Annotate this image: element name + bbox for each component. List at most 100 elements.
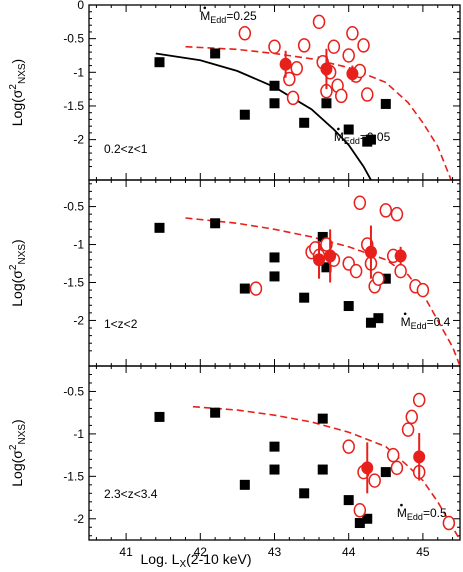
panel-3: -0.5 -1 -1.5 -2 2.3<z<3.4 MEdd=0.5 Log(σ2NXS): [8, 365, 461, 541]
open-circle-point: [238, 26, 252, 41]
square-point: [343, 124, 354, 135]
square-point: [239, 479, 250, 490]
open-circle-point: [372, 271, 385, 286]
open-circle-point: [379, 203, 393, 218]
mdot-annotation: MEdd=0.25: [200, 9, 257, 25]
y-tick-label: -1: [73, 238, 84, 252]
square-point: [299, 488, 310, 499]
open-circle-point: [349, 263, 363, 279]
y-tick-label: -0.5: [63, 200, 84, 214]
x-tick-label: 41: [119, 545, 133, 559]
open-circle-point: [442, 515, 456, 531]
square-point: [365, 134, 376, 145]
y-tick-label: -2: [73, 313, 84, 327]
mdot-annotation: MEdd=0.05: [334, 130, 391, 146]
square-point: [269, 252, 280, 263]
square-point: [239, 283, 250, 294]
model-curve-dashed: [185, 217, 460, 366]
open-circle-point: [297, 38, 311, 53]
square-point: [269, 271, 280, 282]
square-point: [154, 411, 165, 422]
square-point: [210, 48, 221, 59]
open-circle-point: [361, 87, 374, 102]
x-tick-label: 45: [416, 545, 430, 559]
square-point: [380, 467, 391, 478]
open-circle-point: [312, 14, 326, 30]
mdot-annotation: MEdd=0.4: [401, 315, 451, 331]
square-point: [373, 313, 384, 324]
open-circle-point: [412, 392, 426, 408]
square-point: [154, 222, 165, 233]
plot-area: [154, 392, 460, 540]
x-tick-label: 44: [342, 545, 356, 559]
square-point: [362, 513, 373, 524]
panels-group: 0 -0.5 -1 -1.5 -2 0.2<z<1 MEdd=0.25 MEdd=0.05 Lo…: [8, 0, 461, 541]
square-point: [299, 117, 310, 128]
square-point: [321, 98, 332, 109]
panel-redshift-label: 2.3<z<3.4: [104, 487, 158, 501]
open-circle-point: [290, 61, 304, 76]
panel-redshift-label: 1<z<2: [104, 317, 138, 331]
x-tick-label: 42: [194, 545, 208, 559]
open-circle-point: [353, 195, 367, 211]
plot-area: [154, 14, 452, 180]
x-axis-label: Log. LX(2-10 keV): [141, 551, 252, 570]
square-point: [269, 464, 280, 475]
open-circle-point: [335, 88, 348, 104]
filled-circle-point: [346, 67, 359, 81]
square-point: [321, 262, 332, 273]
square-point: [210, 218, 221, 229]
open-circle-point: [357, 38, 370, 53]
y-tick-label: -1: [73, 65, 84, 79]
mdot-dot: [400, 503, 403, 507]
open-circle-point: [346, 26, 359, 41]
mdot-dot: [403, 312, 407, 316]
y-tick-label: -1.5: [63, 469, 84, 483]
y-tick-label: -1.5: [63, 275, 84, 289]
open-circle-point: [368, 473, 381, 488]
filled-circle-point: [279, 57, 292, 71]
square-point: [380, 98, 391, 109]
square-point: [380, 273, 391, 284]
mdot-annotation: MEdd=0.5: [397, 506, 447, 522]
square-point: [299, 292, 310, 303]
open-circle-point: [401, 422, 415, 437]
square-point: [269, 441, 280, 452]
square-point: [317, 231, 328, 242]
open-circle-point: [353, 503, 367, 518]
open-circle-point: [286, 90, 300, 106]
x-tick-label: 43: [268, 545, 282, 559]
model-curve-dashed: [192, 405, 460, 540]
open-circle-point: [386, 447, 400, 463]
open-circle-point: [394, 263, 407, 279]
square-point: [317, 413, 328, 424]
open-circle-point: [327, 39, 341, 54]
panel-1: 0 -0.5 -1 -1.5 -2 0.2<z<1 MEdd=0.25 MEdd=0.05 Lo…: [8, 0, 461, 181]
square-point: [210, 407, 221, 418]
x-axis: 41 42 43 44 45: [119, 545, 429, 559]
open-circle-point: [342, 439, 355, 454]
filled-circle-point: [324, 249, 337, 263]
square-point: [365, 317, 376, 328]
open-circle-point: [390, 460, 404, 476]
filled-circle-point: [361, 461, 374, 475]
open-circle-point: [405, 409, 419, 425]
square-point: [354, 518, 365, 529]
filled-circle-point: [364, 245, 377, 259]
square-point: [269, 98, 280, 109]
panel-2: -0.5 -1 -1.5 -2 1<z<2 MEdd=0.4 Log(σ2NXS): [8, 179, 461, 367]
y-tick-label: -1: [73, 427, 84, 441]
y-tick-label: -2: [73, 133, 84, 147]
open-circle-point: [390, 206, 404, 222]
square-point: [317, 464, 328, 475]
model-curve-solid: [155, 52, 372, 180]
filled-circle-point: [313, 253, 326, 267]
mdot-dot: [203, 6, 207, 10]
square-point: [154, 57, 165, 68]
plot-area: [154, 195, 460, 366]
open-circle-point: [268, 39, 281, 54]
filled-circle-point: [413, 450, 426, 464]
filled-circle-point: [320, 62, 333, 76]
y-axis-label: Log(σ2NXS): [8, 59, 28, 126]
